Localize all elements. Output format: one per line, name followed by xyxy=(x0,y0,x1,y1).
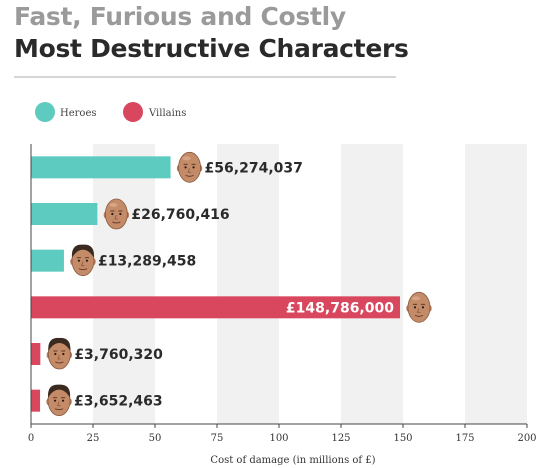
legend-swatch-heroes xyxy=(35,102,55,122)
legend: Heroes Villains xyxy=(35,102,186,122)
bar xyxy=(31,203,98,225)
grid-bands xyxy=(31,144,527,424)
x-tick-label: 75 xyxy=(211,433,224,444)
x-tick-label: 150 xyxy=(393,433,412,444)
grid-band xyxy=(465,144,527,424)
x-axis-label: Cost of damage (in millions of £) xyxy=(210,455,375,466)
man-face-icon xyxy=(46,384,72,417)
value-label: £26,760,416 xyxy=(131,207,229,223)
x-tick-label: 50 xyxy=(149,433,162,444)
grid-band xyxy=(31,144,93,424)
bar-row: £26,760,416 xyxy=(31,198,230,230)
x-tick-label: 25 xyxy=(87,433,100,444)
bars: £56,274,037 £26,760,416 £13,289,458 £148,78… xyxy=(31,151,432,417)
grid-band xyxy=(155,144,217,424)
bar-row: £148,786,000 xyxy=(31,291,432,323)
x-tick-label: 175 xyxy=(455,433,474,444)
bar-row: £13,289,458 xyxy=(31,244,196,277)
bar-row: £3,652,463 xyxy=(31,384,163,417)
grid-band xyxy=(341,144,403,424)
legend-swatch-villains xyxy=(123,102,143,122)
x-axis: 0 25 50 75 100 125 150 175 200 Cost of damage (in… xyxy=(28,144,537,466)
grid-band xyxy=(279,144,341,424)
bar xyxy=(31,296,400,319)
value-label: £148,786,000 xyxy=(286,300,394,316)
x-tick-label: 100 xyxy=(269,433,288,444)
value-label: £13,289,458 xyxy=(98,254,196,270)
man-face-icon xyxy=(46,337,73,370)
x-tick-label: 125 xyxy=(331,433,350,444)
title-line-1: Fast, Furious and Costly xyxy=(14,2,346,31)
bar xyxy=(31,156,171,179)
value-label: £3,652,463 xyxy=(74,394,163,410)
title-line-2: Most Destructive Characters xyxy=(14,34,409,63)
value-label: £56,274,037 xyxy=(205,160,303,176)
bar-row: £56,274,037 xyxy=(31,151,303,183)
legend-label-heroes: Heroes xyxy=(60,108,97,119)
grid-band xyxy=(217,144,279,424)
bald-man-face-icon xyxy=(176,151,203,183)
bar-row: £3,760,320 xyxy=(31,337,163,370)
bald-man-face-icon xyxy=(103,198,130,230)
title-divider xyxy=(14,76,396,78)
bar xyxy=(31,343,41,365)
bar xyxy=(31,389,41,412)
grid-band xyxy=(403,144,465,424)
man-face-icon xyxy=(70,244,96,277)
x-tick-label: 0 xyxy=(28,433,34,444)
bald-man-face-icon xyxy=(406,291,432,323)
value-label: £3,760,320 xyxy=(74,347,163,363)
x-tick-label: 200 xyxy=(517,433,536,444)
bar xyxy=(31,249,64,272)
grid-band xyxy=(93,144,155,424)
legend-label-villains: Villains xyxy=(148,108,186,119)
